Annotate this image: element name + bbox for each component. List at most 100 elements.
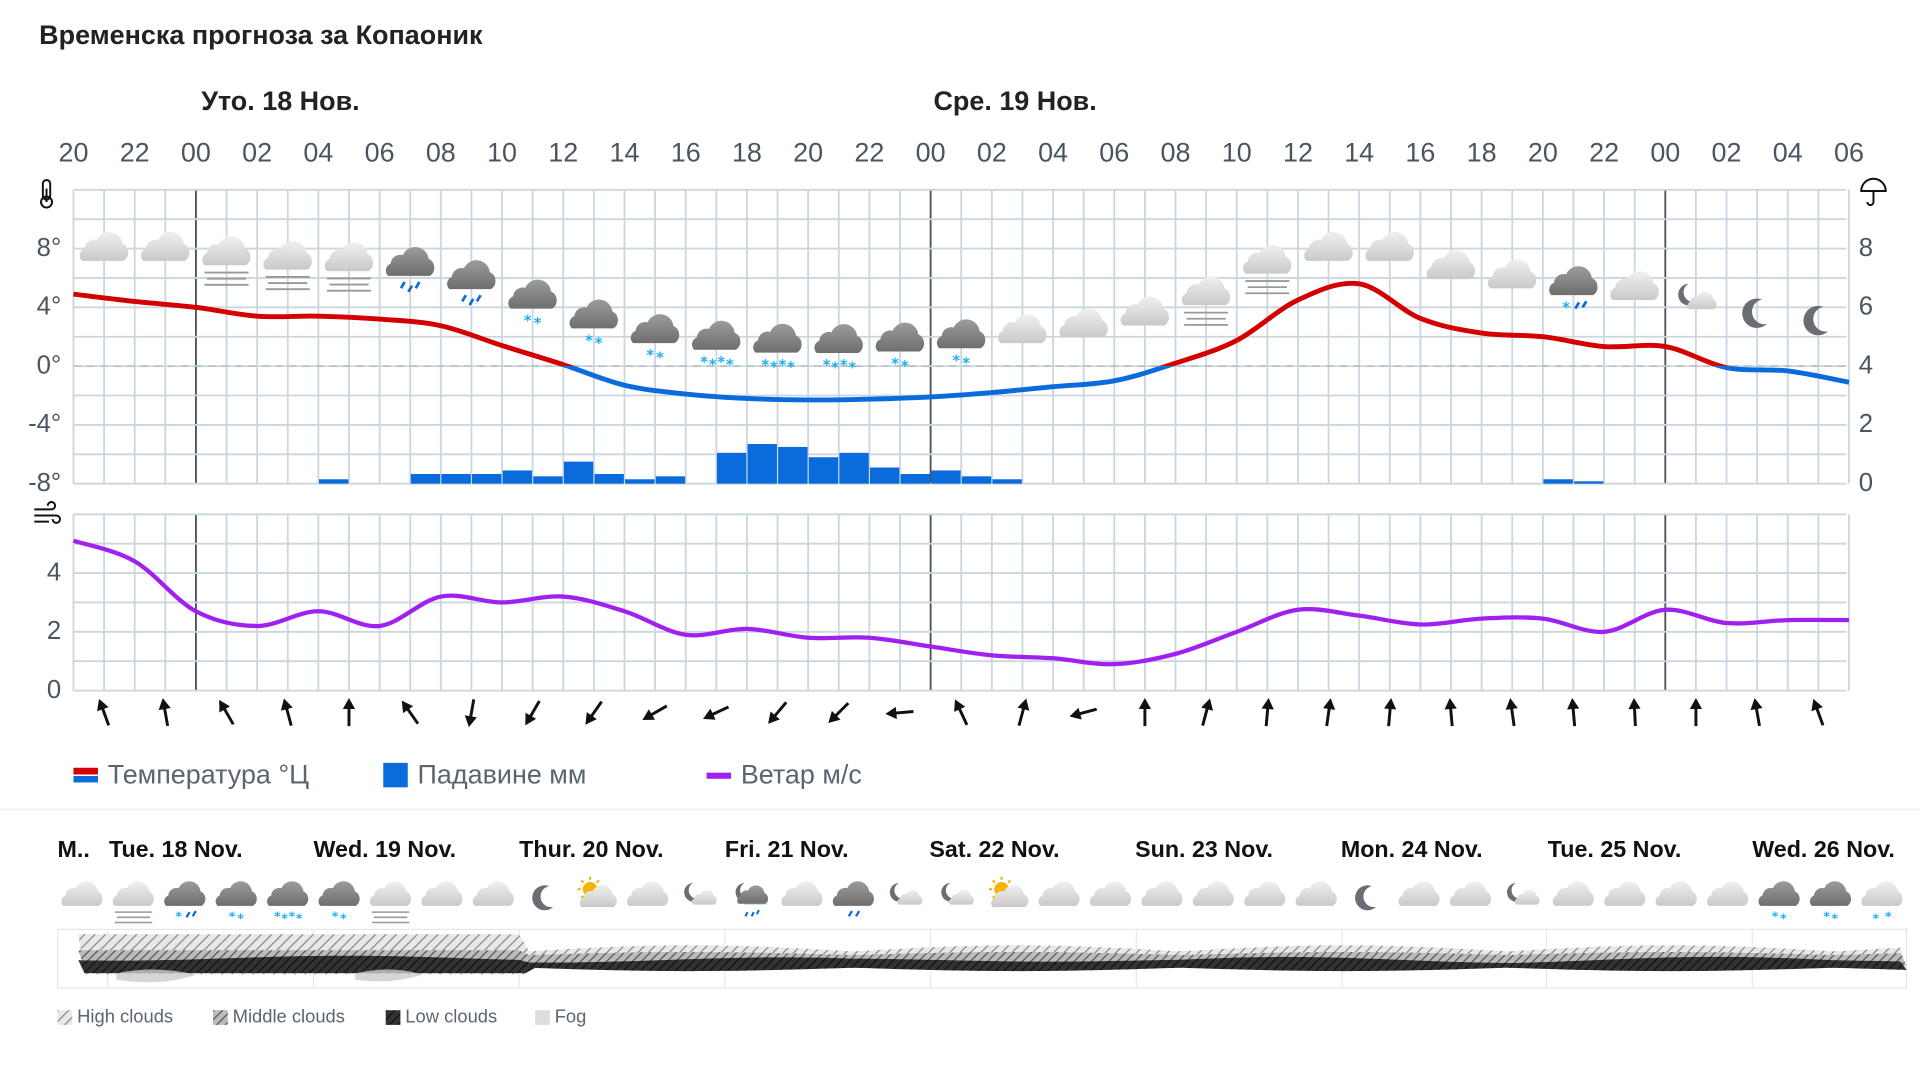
cloud-cover-band [56, 928, 1908, 989]
precipitation-bar [1543, 479, 1573, 484]
hour-tick-label: 18 [731, 137, 762, 168]
moon-cloud-icon [1506, 882, 1540, 905]
sun-cloud-icon [577, 876, 617, 908]
hour-tick-label: 16 [670, 137, 701, 168]
cloud-legend-item: Low clouds [385, 1007, 497, 1027]
hour-tick-label: 10 [1221, 137, 1252, 168]
wind-direction-arrow-icon [828, 702, 850, 724]
precipitation-bar [318, 479, 349, 484]
svg-text:*: * [1873, 911, 1880, 926]
hour-tick-label: 22 [119, 137, 150, 168]
svg-text:*: * [761, 357, 769, 374]
svg-text:*: * [1885, 908, 1892, 923]
hour-tick-label: 00 [1650, 137, 1681, 168]
wind-axis-label: 4 [46, 558, 62, 587]
hour-tick-label: 22 [854, 137, 885, 168]
svg-text:*: * [646, 347, 654, 364]
wind-direction-arrow-icon [1505, 698, 1518, 727]
umbrella-icon [1860, 177, 1887, 207]
snow-icon: * * [1758, 881, 1800, 926]
wind-direction-arrow-icon [1017, 698, 1030, 727]
svg-text:*: * [952, 352, 960, 369]
precipitation-bar [655, 476, 686, 484]
snow-icon: * * [508, 279, 557, 332]
cloud-fog-icon [202, 236, 251, 286]
temperature-line-below-zero [559, 366, 1850, 403]
legend-wind[interactable]: Ветар м/с [706, 759, 862, 791]
wind-swatch-icon [706, 772, 732, 779]
wind-icon [34, 501, 61, 524]
svg-text:*: * [848, 360, 856, 377]
svg-text:*: * [1823, 908, 1830, 923]
hour-tick-label: 20 [58, 137, 89, 168]
hour-tick-label: 04 [303, 137, 334, 168]
wind-direction-arrow-icon [1689, 697, 1703, 727]
precipitation-bar [961, 476, 992, 484]
svg-text:*: * [823, 357, 831, 374]
wind-direction-arrow-icon [1261, 698, 1274, 727]
day-label: Tue. 25 Nov. [1547, 837, 1682, 864]
precipitation-axis-label: 0 [1858, 468, 1874, 498]
moon-cloud-icon [941, 882, 974, 905]
cloud-icon [1604, 881, 1646, 906]
legend-precipitation[interactable]: Падавине мм [383, 759, 586, 791]
legend-temperature[interactable]: Температура °Ц [73, 759, 309, 791]
svg-text:*: * [1832, 911, 1839, 926]
moon-icon [1742, 298, 1767, 328]
cloud-fog-icon [1181, 276, 1231, 326]
temperature-swatch-icon [73, 767, 98, 783]
svg-text:*: * [237, 911, 244, 926]
precipitation-bars [318, 444, 1604, 484]
day-label: M.. [57, 837, 90, 864]
cloud-icon [1610, 271, 1659, 301]
cloud-fog-icon [1242, 244, 1292, 295]
precipitation-bar [625, 479, 655, 484]
precipitation-axis-label: 2 [1858, 410, 1874, 439]
wind-direction-arrow-icon [1069, 707, 1098, 720]
precipitation-bar [441, 473, 471, 484]
fog-swatch-icon [535, 1009, 550, 1025]
svg-text:*: * [289, 908, 296, 923]
wind-speed-line [72, 538, 1849, 667]
svg-text:*: * [962, 355, 970, 372]
cloud-icon [472, 881, 514, 906]
precipitation-bar [931, 470, 961, 484]
cloud-legend-label: Fog [554, 1006, 587, 1028]
hour-tick-label: 04 [1038, 137, 1069, 168]
cloud-fog-icon [369, 881, 412, 924]
hour-tick-label: 16 [1405, 137, 1436, 168]
cloud-icon [140, 231, 190, 261]
svg-text:*: * [340, 911, 347, 926]
svg-text:*: * [901, 358, 909, 375]
moon-cloud-icon [1678, 283, 1717, 310]
wind-direction-arrow-icon [280, 698, 293, 727]
hour-tick-label: 02 [242, 137, 273, 168]
snow-icon: * * [875, 322, 925, 375]
temperature-axis-label: 4° [36, 292, 62, 321]
moon-icon [1803, 305, 1829, 336]
precipitation-bar [533, 476, 563, 484]
snow-icon: * * [215, 881, 257, 926]
hour-tick-label: 06 [1099, 137, 1130, 168]
hour-tick-label: 12 [1282, 137, 1313, 168]
snow-icon: * * [318, 881, 360, 926]
page-title: Временска прогноза за Копаоник [39, 19, 483, 51]
wind-direction-arrow-icon [585, 700, 603, 725]
cloud-icon [1295, 881, 1337, 906]
wind-direction-arrow-icon [1138, 697, 1152, 727]
cloud-icon [1059, 308, 1108, 338]
precipitation-bar [410, 473, 441, 484]
cloud-icon [1365, 231, 1414, 261]
svg-text:*: * [709, 356, 717, 373]
cloud-icon [1192, 881, 1234, 906]
wind-direction-arrow-icon [642, 704, 668, 721]
wind-direction-arrow-icon [525, 700, 541, 726]
precipitation-bar [1574, 481, 1604, 484]
svg-text:*: * [175, 908, 182, 923]
cloud-icon [1244, 881, 1286, 906]
temperature-axis-label: 0° [36, 351, 62, 380]
hour-tick-label: 06 [1833, 137, 1864, 168]
svg-text:*: * [296, 911, 303, 926]
wind-direction-arrow-icon [1750, 698, 1763, 727]
